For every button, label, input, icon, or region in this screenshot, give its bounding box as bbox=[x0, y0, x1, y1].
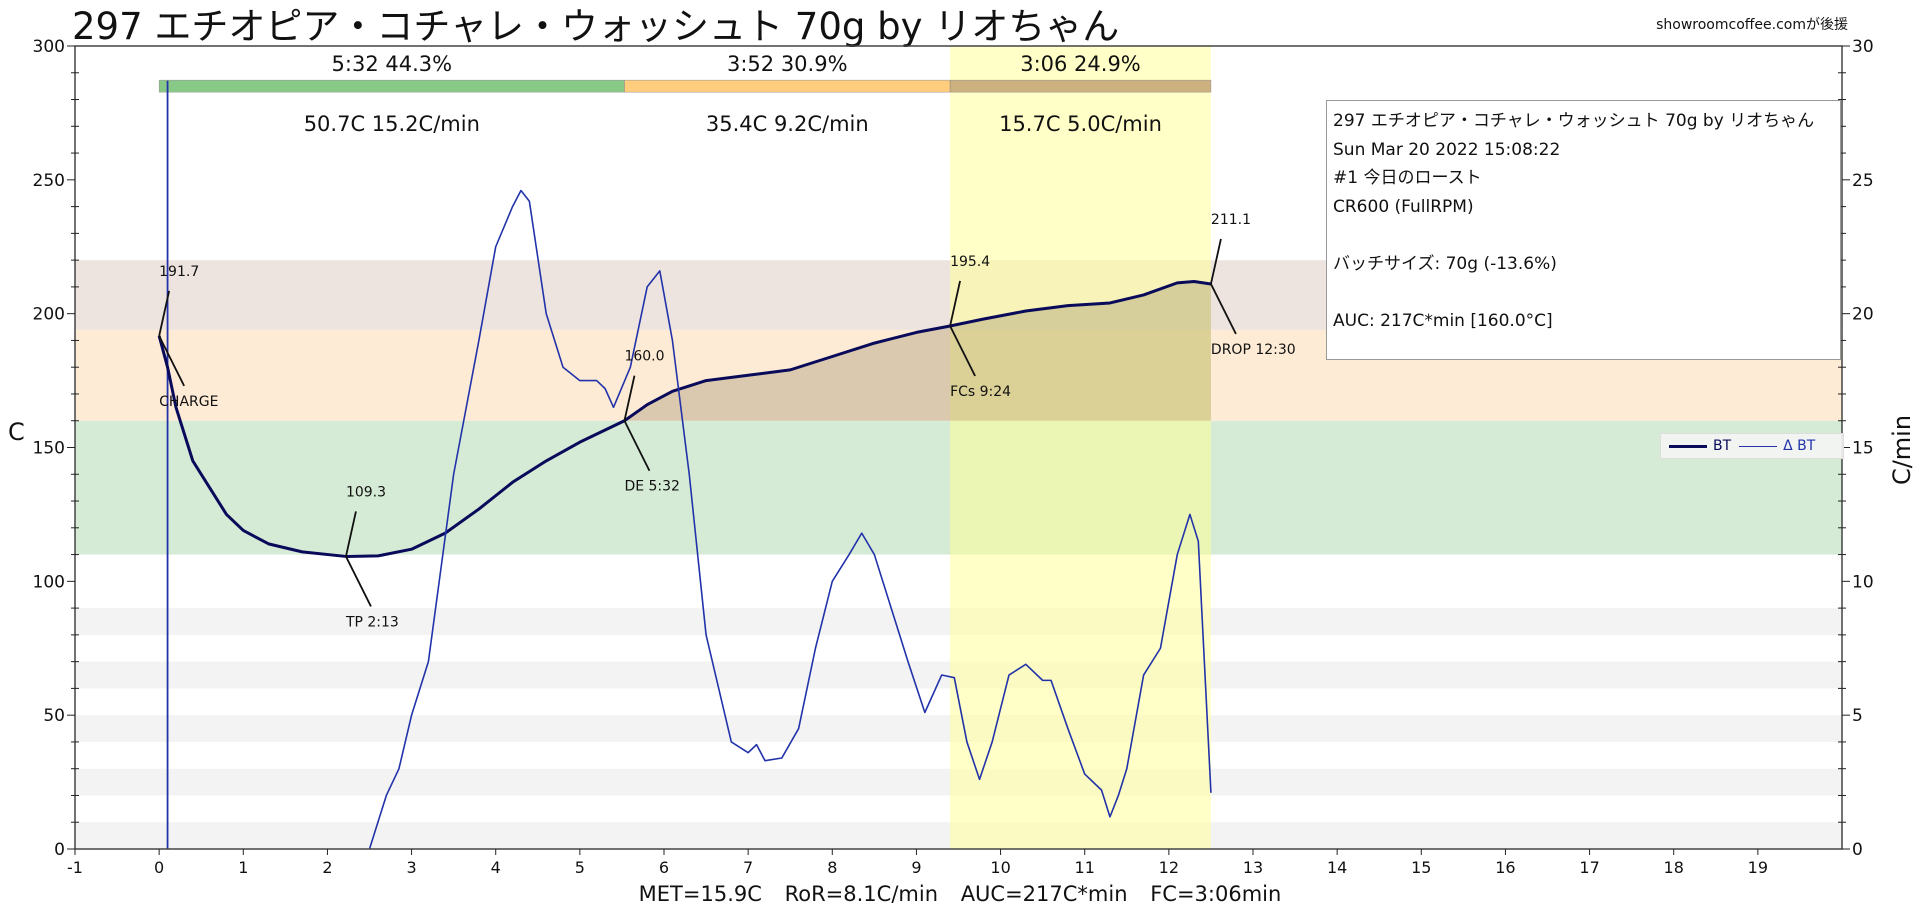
annotation-value: 195.4 bbox=[950, 254, 990, 270]
annotation-value: 191.7 bbox=[159, 264, 199, 280]
x-tick-label: 11 bbox=[1075, 858, 1095, 877]
x-tick-label: 1 bbox=[238, 858, 248, 877]
sponsor-credit: showroomcoffee.comが後援 bbox=[1656, 17, 1848, 33]
annotation-leader bbox=[158, 335, 185, 387]
x-tick-label: 2 bbox=[322, 858, 332, 877]
legend: BT Δ BT bbox=[1660, 433, 1844, 459]
annotation-leader bbox=[345, 511, 357, 557]
fc-stat: FC=3:06min bbox=[1150, 882, 1282, 906]
y2-tick-label: 20 bbox=[1852, 305, 1874, 325]
phase-time-label: 3:52 30.9% bbox=[727, 52, 848, 76]
annotations: 191.7 CHARGE 109.3 TP 2:13 160.0 DE 5:32 195.4… bbox=[158, 212, 1296, 630]
annotation-leader bbox=[623, 375, 636, 421]
x-tick-label: -1 bbox=[67, 858, 83, 877]
annotation-value: 109.3 bbox=[346, 484, 386, 500]
met-stat: MET=15.9C bbox=[638, 882, 762, 906]
phase-time-label: 3:06 24.9% bbox=[1020, 52, 1141, 76]
auc-stat: AUC=217C*min bbox=[960, 882, 1128, 906]
phase-bar bbox=[158, 79, 625, 93]
annotation-event: DE 5:32 bbox=[624, 479, 680, 495]
info-line: #1 今日のロースト bbox=[1333, 168, 1482, 188]
x-tick-label: 10 bbox=[990, 858, 1010, 877]
x-tick-label: 9 bbox=[911, 858, 921, 877]
phase-time-label: 5:32 44.3% bbox=[332, 52, 453, 76]
y2-tick-label: 25 bbox=[1852, 171, 1874, 191]
annotation-leader bbox=[949, 280, 961, 327]
info-line bbox=[1333, 221, 1834, 250]
y2-tick-label: 5 bbox=[1852, 706, 1863, 726]
info-line: バッチサイズ: 70g (-13.6%) bbox=[1333, 253, 1557, 274]
phase-bar bbox=[624, 79, 951, 93]
phase-delta-label: 50.7C 15.2C/min bbox=[304, 112, 480, 136]
annotation-leader bbox=[1210, 283, 1237, 335]
y2-tick-label: 30 bbox=[1852, 37, 1874, 57]
y-axis-label: C bbox=[8, 418, 25, 446]
x-tick-label: 6 bbox=[659, 858, 669, 877]
y-tick-label: 100 bbox=[33, 572, 65, 592]
x-tick-label: 3 bbox=[406, 858, 416, 877]
auc-area bbox=[624, 281, 1211, 421]
chart-title: 297 エチオピア・コチャレ・ウォッシュト 70g by リオちゃん bbox=[72, 5, 1120, 48]
y2-tick-label: 0 bbox=[1852, 840, 1863, 860]
y-tick-label: 50 bbox=[43, 706, 65, 726]
y-tick-label: 200 bbox=[33, 305, 65, 325]
annotation-value: 211.1 bbox=[1211, 212, 1251, 228]
development-window bbox=[950, 46, 1211, 849]
x-tick-label: 17 bbox=[1579, 858, 1599, 877]
y-tick-label: 250 bbox=[33, 171, 65, 191]
phase-bar bbox=[949, 79, 1212, 93]
x-tick-label: 16 bbox=[1495, 858, 1515, 877]
x-tick-label: 13 bbox=[1243, 858, 1263, 877]
x-tick-label: 7 bbox=[743, 858, 753, 877]
annotation-leader bbox=[949, 325, 976, 377]
y-tick-label: 300 bbox=[33, 37, 65, 57]
annotation-event: CHARGE bbox=[159, 394, 218, 410]
annotation-value: 160.0 bbox=[624, 349, 664, 365]
legend-bt: BT bbox=[1669, 438, 1731, 454]
annotation-leader bbox=[345, 556, 372, 607]
chart-marks: 5:32 44.3% 50.7C 15.2C/min 3:52 30.9% 35.4C… bbox=[157, 52, 1212, 850]
info-line: 297 エチオピア・コチャレ・ウォッシュト 70g by リオちゃん bbox=[1333, 111, 1815, 131]
x-tick-label: 0 bbox=[154, 858, 164, 877]
roast-info-box: 297 エチオピア・コチャレ・ウォッシュト 70g by リオちゃん Sun Ma… bbox=[1326, 100, 1841, 360]
axes: -1 0 1 2 3 4 5 6 7 8 9 10 11 12 13 14 15 16 17 18 1905010015… bbox=[33, 37, 1874, 877]
roast-statistics: MET=15.9C RoR=8.1C/min AUC=217C*min FC=3… bbox=[0, 882, 1920, 906]
x-tick-label: 19 bbox=[1748, 858, 1768, 877]
x-tick-label: 15 bbox=[1411, 858, 1431, 877]
x-tick-label: 5 bbox=[575, 858, 585, 877]
info-line: AUC: 217C*min [160.0°C] bbox=[1333, 310, 1553, 331]
x-tick-label: 12 bbox=[1159, 858, 1179, 877]
x-tick-label: 8 bbox=[827, 858, 837, 877]
annotation-leader bbox=[1210, 238, 1222, 285]
annotation-leader bbox=[158, 290, 171, 337]
info-line: Sun Mar 20 2022 15:08:22 bbox=[1333, 139, 1561, 160]
annotation-leader bbox=[623, 420, 651, 472]
info-line bbox=[1333, 278, 1834, 307]
x-tick-label: 4 bbox=[491, 858, 501, 877]
phase-delta-label: 35.4C 9.2C/min bbox=[706, 112, 869, 136]
ror-stat: RoR=8.1C/min bbox=[784, 882, 938, 906]
x-tick-label: 14 bbox=[1327, 858, 1347, 877]
annotation-event: TP 2:13 bbox=[345, 614, 399, 630]
annotation-event: DROP 12:30 bbox=[1211, 342, 1296, 358]
y2-tick-label: 15 bbox=[1852, 439, 1874, 459]
y-tick-label: 0 bbox=[54, 840, 65, 860]
delta-bt-line bbox=[368, 189, 1212, 850]
y2-tick-label: 10 bbox=[1852, 572, 1874, 592]
y2-axis-label: C/min bbox=[1888, 415, 1916, 485]
y-tick-label: 150 bbox=[33, 439, 65, 459]
legend-dbt: Δ BT bbox=[1739, 438, 1815, 454]
x-tick-label: 18 bbox=[1664, 858, 1684, 877]
info-line: CR600 (FullRPM) bbox=[1333, 196, 1474, 217]
phase-delta-label: 15.7C 5.0C/min bbox=[999, 112, 1162, 136]
annotation-event: FCs 9:24 bbox=[950, 384, 1011, 400]
